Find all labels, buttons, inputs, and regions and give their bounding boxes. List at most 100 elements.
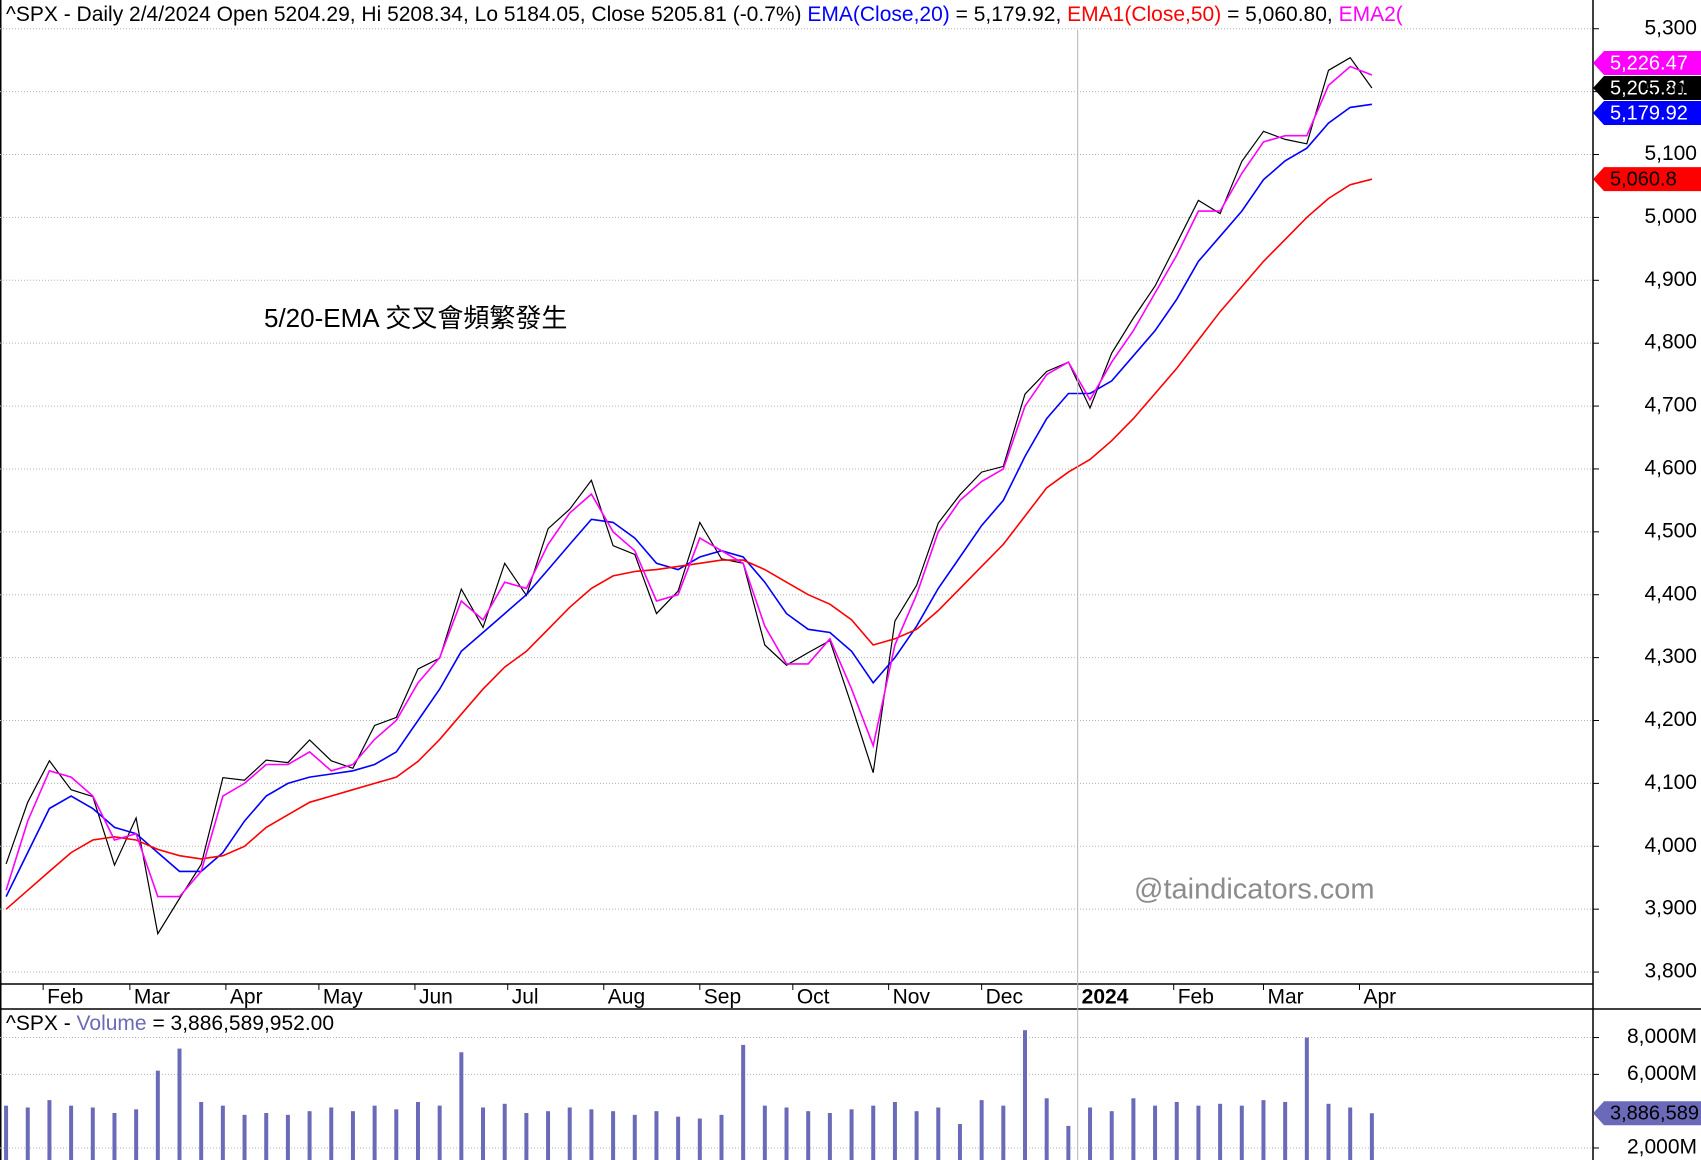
volume-bar xyxy=(1153,1105,1158,1160)
y-tick-label: 4,200 xyxy=(1644,708,1697,731)
volume-bar xyxy=(632,1114,637,1160)
volume-bar xyxy=(1131,1098,1136,1160)
series-line xyxy=(5,65,1373,898)
panel-header: ^SPX - Daily 2/4/2024 Open 5204.29, Hi 5… xyxy=(6,3,1403,26)
header-text: ^SPX - xyxy=(6,1012,71,1035)
volume-bar xyxy=(762,1105,767,1160)
volume-bar xyxy=(611,1111,616,1160)
volume-bar xyxy=(589,1109,594,1160)
volume-bar xyxy=(892,1101,897,1160)
value-label: 5,179.92 xyxy=(1610,102,1688,124)
volume-bar xyxy=(502,1103,507,1160)
y-tick-label: 3,800 xyxy=(1644,960,1697,983)
volume-bar xyxy=(1326,1103,1331,1160)
legend-value: = 3,886,589,952.00 xyxy=(152,1012,334,1035)
value-label-box xyxy=(1593,50,1701,75)
panel-header: ^SPX - Volume = 3,886,589,952.00 xyxy=(6,1012,334,1035)
series-line xyxy=(5,103,1373,897)
legend-entry: Volume xyxy=(77,1012,147,1035)
volume-bar xyxy=(242,1114,247,1160)
volume-bar xyxy=(697,1118,702,1160)
legend-entry: EMA1(Close,50) xyxy=(1067,3,1221,26)
volume-bar xyxy=(329,1107,334,1160)
y-tick-label: 6,000M xyxy=(1627,1062,1697,1085)
volume-bar xyxy=(1044,1098,1049,1160)
x-tick-label: Nov xyxy=(893,986,931,1009)
value-label: 5,060.8 xyxy=(1610,168,1677,190)
volume-bar xyxy=(827,1113,832,1160)
watermark: @taindicators.com xyxy=(1134,874,1375,906)
volume-bar xyxy=(350,1111,355,1160)
y-tick-label: 3,900 xyxy=(1644,897,1697,920)
x-tick-label: Aug xyxy=(608,986,645,1009)
x-tick-label: Apr xyxy=(1364,986,1397,1009)
volume-bar xyxy=(524,1113,529,1160)
x-tick-label: Oct xyxy=(797,986,830,1009)
volume-bar xyxy=(1109,1111,1114,1160)
series-line xyxy=(5,56,1373,936)
legend-entry: EMA2( xyxy=(1339,3,1403,26)
plot-area xyxy=(0,28,1593,1160)
volume-bar xyxy=(112,1113,117,1160)
volume-bar xyxy=(1196,1105,1201,1160)
volume-bar xyxy=(806,1111,811,1160)
x-tick-label: Apr xyxy=(230,986,263,1009)
volume-bar xyxy=(415,1101,420,1160)
volume-bar xyxy=(25,1107,30,1160)
value-label-box xyxy=(1593,100,1701,125)
volume-bar xyxy=(546,1111,551,1160)
volume-bar xyxy=(372,1105,377,1160)
volume-bar xyxy=(741,1044,746,1160)
volume-bar xyxy=(957,1124,962,1160)
volume-bar xyxy=(1023,1030,1028,1160)
y-tick-label: 5,300 xyxy=(1644,16,1697,39)
volume-bar xyxy=(871,1105,876,1160)
legend-entry: EMA(Close,20) xyxy=(807,3,949,26)
y-tick-label: 2,000M xyxy=(1627,1136,1697,1159)
value-label-box xyxy=(1593,75,1701,100)
volume-bar xyxy=(177,1048,182,1160)
x-tick-label: 2024 xyxy=(1082,986,1129,1009)
volume-bar xyxy=(1088,1107,1093,1160)
volume-bar xyxy=(1174,1101,1179,1160)
volume-bar xyxy=(437,1105,442,1160)
y-tick-label: 8,000M xyxy=(1627,1025,1697,1048)
x-tick-label: Dec xyxy=(986,986,1023,1009)
volume-bar xyxy=(654,1111,659,1160)
legend-value: = 5,060.80, xyxy=(1227,3,1333,26)
volume-bar xyxy=(394,1109,399,1160)
volume-bar xyxy=(1261,1100,1266,1160)
volume-bar xyxy=(264,1113,269,1160)
y-tick-label: 4,500 xyxy=(1644,519,1697,542)
volume-bar xyxy=(1218,1103,1223,1160)
y-tick-label: 4,400 xyxy=(1644,582,1697,605)
y-tick-label: 5,000 xyxy=(1644,205,1697,228)
volume-bar xyxy=(4,1105,9,1160)
y-tick-label: 4,700 xyxy=(1644,394,1697,417)
y-tick-label: 4,900 xyxy=(1644,268,1697,291)
header-text: ^SPX - Daily 2/4/2024 Open 5204.29, Hi 5… xyxy=(6,3,802,26)
volume-bar xyxy=(481,1107,486,1160)
volume-bar xyxy=(199,1101,204,1160)
x-tick-label: Mar xyxy=(1267,986,1303,1009)
y-tick-label: 4,300 xyxy=(1644,645,1697,668)
volume-bar xyxy=(1001,1105,1006,1160)
x-tick-label: May xyxy=(323,986,363,1009)
volume-bar xyxy=(1348,1107,1353,1160)
y-tick-label: 4,800 xyxy=(1644,331,1697,354)
y-tick-label: 4,600 xyxy=(1644,457,1697,480)
volume-bar xyxy=(1066,1125,1071,1160)
volume-bar xyxy=(285,1114,290,1160)
x-tick-label: Jun xyxy=(419,986,453,1009)
volume-bar xyxy=(1304,1037,1309,1160)
volume-bar xyxy=(1369,1113,1374,1160)
y-tick-label: 5,100 xyxy=(1644,142,1697,165)
y-tick-label: 5,200 xyxy=(1644,79,1697,102)
volume-bar xyxy=(90,1107,95,1160)
volume-bar xyxy=(849,1109,854,1160)
volume-bar xyxy=(459,1052,464,1160)
volume-bar xyxy=(220,1105,225,1160)
x-tick-label: Feb xyxy=(47,986,83,1009)
